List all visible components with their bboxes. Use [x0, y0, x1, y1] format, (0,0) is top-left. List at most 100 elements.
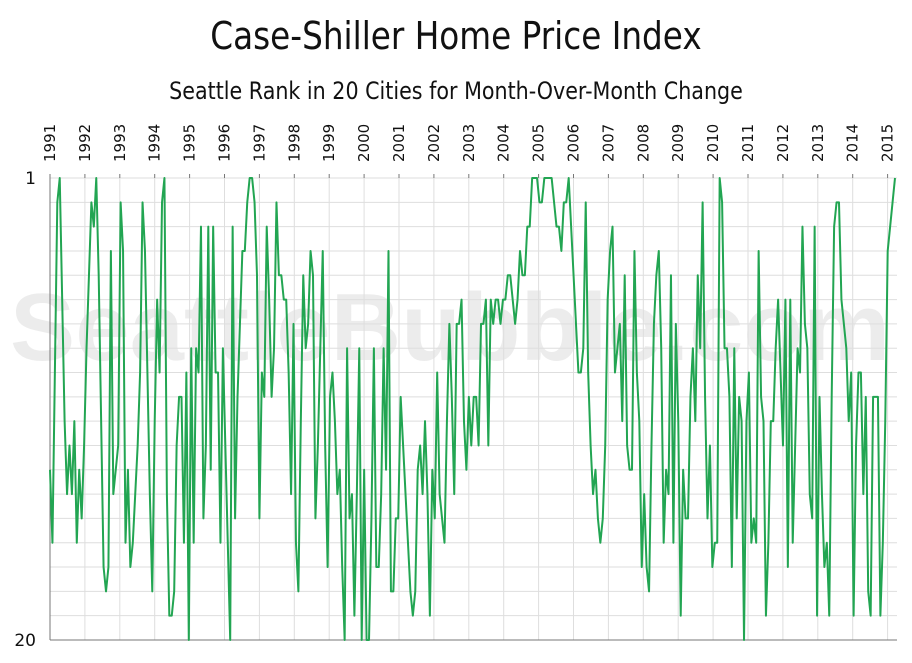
data-point [371, 518, 373, 520]
data-point [76, 542, 78, 544]
data-point [52, 542, 54, 544]
data-point [366, 639, 368, 641]
data-point [597, 518, 599, 520]
data-point [833, 226, 835, 228]
data-point [648, 591, 650, 593]
data-point [458, 323, 460, 325]
data-point [670, 274, 672, 276]
data-point [88, 274, 90, 276]
data-point [653, 323, 655, 325]
x-tick-label: 2009 [669, 124, 687, 162]
data-point [95, 177, 97, 179]
data-point [293, 323, 295, 325]
data-point [721, 202, 723, 204]
data-point [261, 372, 263, 374]
data-point [220, 542, 222, 544]
data-point [446, 420, 448, 422]
data-point [541, 202, 543, 204]
data-point [198, 372, 200, 374]
data-point [110, 250, 112, 252]
data-point [826, 542, 828, 544]
data-point [207, 226, 209, 228]
data-point [663, 542, 665, 544]
data-point [154, 420, 156, 422]
data-point [658, 250, 660, 252]
data-point [590, 445, 592, 447]
x-tick-label: 2008 [634, 124, 652, 162]
data-point [151, 591, 153, 593]
data-point [753, 518, 755, 520]
data-point [777, 299, 779, 301]
data-point [604, 445, 606, 447]
data-point [534, 177, 536, 179]
data-point [332, 372, 334, 374]
data-point [156, 299, 158, 301]
data-point [251, 177, 253, 179]
data-point [853, 615, 855, 617]
data-point [565, 202, 567, 204]
data-point [113, 493, 115, 495]
x-tick-label: 2012 [774, 124, 792, 162]
data-point [656, 274, 658, 276]
data-point [383, 347, 385, 349]
data-point [729, 396, 731, 398]
data-point [624, 274, 626, 276]
data-point [249, 177, 251, 179]
data-point [607, 299, 609, 301]
data-point [436, 372, 438, 374]
data-point [74, 420, 76, 422]
data-point [271, 396, 273, 398]
x-tick-label: 2013 [809, 124, 827, 162]
data-point [578, 372, 580, 374]
y-tick-label: 1 [25, 169, 36, 189]
data-point [193, 542, 195, 544]
x-tick-label: 2002 [425, 124, 443, 162]
data-point [429, 615, 431, 617]
data-point [351, 493, 353, 495]
data-point [517, 299, 519, 301]
data-point [302, 274, 304, 276]
data-point [887, 250, 889, 252]
data-point [373, 347, 375, 349]
data-point [677, 420, 679, 422]
data-point [751, 542, 753, 544]
data-point [536, 177, 538, 179]
data-point [307, 323, 309, 325]
data-point [892, 202, 894, 204]
seattle-rank-line [49, 177, 896, 641]
data-point [159, 372, 161, 374]
data-point [54, 372, 56, 374]
data-point [595, 469, 597, 471]
data-point [315, 518, 317, 520]
data-point [775, 347, 777, 349]
data-point [405, 493, 407, 495]
data-point [714, 542, 716, 544]
data-point [64, 420, 66, 422]
x-tick-label: 2001 [390, 124, 408, 162]
data-point [354, 615, 356, 617]
data-point [466, 469, 468, 471]
data-point [821, 493, 823, 495]
data-point [276, 202, 278, 204]
data-point [173, 591, 175, 593]
data-point [59, 177, 61, 179]
data-point [234, 518, 236, 520]
data-point [665, 469, 667, 471]
data-point [108, 566, 110, 568]
data-point [492, 323, 494, 325]
x-tick-label: 2005 [530, 124, 548, 162]
data-point [227, 542, 229, 544]
data-point [91, 202, 93, 204]
data-point [225, 445, 227, 447]
data-point [142, 202, 144, 204]
data-point [147, 372, 149, 374]
data-point [212, 226, 214, 228]
data-point [870, 615, 872, 617]
data-point [217, 372, 219, 374]
data-point [755, 542, 757, 544]
data-point [395, 518, 397, 520]
data-point [485, 299, 487, 301]
data-point [412, 615, 414, 617]
data-point [410, 591, 412, 593]
data-point [334, 420, 336, 422]
